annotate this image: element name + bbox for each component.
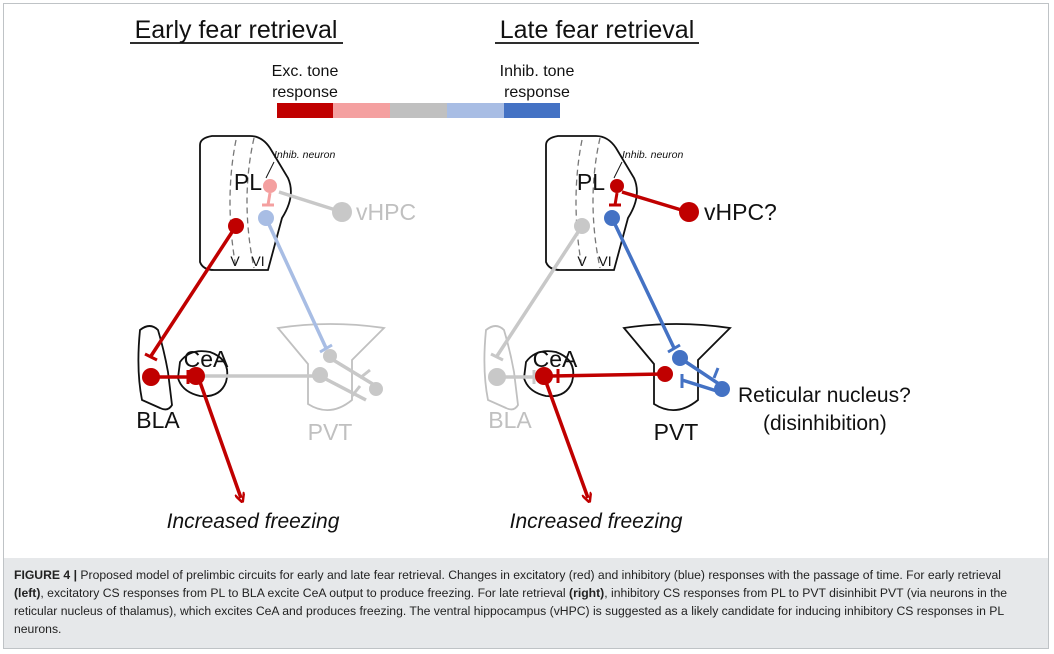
right-pl-to-pvt-synapse: [667, 343, 681, 354]
right-pl-layer-boundary-1: [575, 139, 583, 269]
left-inhib-neuron-label: Inhib. neuron: [274, 149, 335, 161]
right-reticular-to-pvt-connection: [681, 378, 721, 394]
caption-background: [4, 558, 1048, 648]
right-bla-neuron: [488, 368, 506, 386]
left-outcome-label: Increased freezing: [167, 510, 340, 533]
caption-text-1: Proposed model of prelimbic circuits for…: [77, 568, 1001, 582]
caption-right-emphasis: (right): [569, 586, 605, 600]
right-layer-vi-label: VI: [598, 253, 611, 269]
exc-label-line1: Exc. tone: [272, 63, 339, 80]
right-cea-neuron: [535, 367, 553, 385]
left-panel-title: Early fear retrieval: [135, 16, 338, 44]
left-pl-layer-v-neuron: [228, 218, 244, 234]
right-pvt-neuron: [672, 350, 688, 366]
right-inhib-neuron-axon: [613, 192, 619, 206]
left-pvt-region: [276, 323, 386, 411]
exc-label-line2: response: [272, 84, 338, 101]
right-panel: PL V VI Inhib. neuron BLA CeA PVT: [483, 135, 911, 533]
right-reticular-label-line1: Reticular nucleus?: [738, 384, 911, 407]
left-pl-layer-boundary-1: [229, 139, 237, 269]
right-inhib-neuron-pointer: [613, 161, 623, 179]
left-pl-to-bla-connection: [149, 225, 238, 357]
left-panel: PL V VI Inhib. neuron BLA CeA PVT vHPC: [136, 135, 416, 533]
left-reticular-synapse: [359, 368, 371, 380]
right-pl-inhib-neuron: [610, 179, 624, 193]
right-pvt-to-reticular-connection: [679, 356, 723, 388]
left-pvt-to-reticular-connection: [329, 356, 377, 388]
left-cea-neuron: [187, 367, 205, 385]
right-bla-label: BLA: [488, 407, 532, 433]
scale-segment-exc-strong: [277, 103, 333, 118]
left-pvt-neuron-2: [312, 367, 328, 383]
left-bla-label: BLA: [136, 407, 180, 433]
left-pl-layer-boundary-2: [246, 137, 255, 269]
left-pl-layer-vi-neuron: [258, 210, 274, 226]
right-pl-to-bla-connection: [495, 225, 584, 357]
right-pl-layer-v-neuron: [574, 218, 590, 234]
caption-text-3: , inhibitory CS responses from PL to PVT…: [14, 586, 1008, 636]
right-inhib-neuron-label: Inhib. neuron: [622, 149, 683, 161]
scale-segment-neutral: [390, 103, 447, 118]
right-layer-v-label: V: [577, 253, 587, 269]
left-freezing-arrow: [198, 381, 241, 498]
right-vhpc-label: vHPC?: [704, 199, 777, 225]
left-pl-to-pvt-connection: [264, 217, 328, 349]
left-pvt-neuron-1: [323, 349, 337, 363]
left-cea-label: CeA: [184, 346, 229, 372]
left-reticular-neuron: [369, 382, 383, 396]
right-pvt-label: PVT: [654, 419, 699, 445]
caption-figure-label: FIGURE 4 |: [14, 568, 78, 582]
left-bla-region: [137, 325, 173, 411]
right-pvt-output-neuron: [657, 366, 673, 382]
right-pl-layer-vi-neuron: [604, 210, 620, 226]
left-pvt-synapse: [350, 385, 362, 397]
scale-segment-inh-strong: [504, 103, 560, 118]
inh-label-line2: response: [504, 84, 570, 101]
right-reticular-neuron: [714, 381, 730, 397]
right-pl-label: PL: [577, 169, 605, 195]
right-outcome-label: Increased freezing: [510, 510, 683, 533]
right-reticular-synapse: [712, 367, 720, 379]
right-reticular-label-line2: (disinhibition): [763, 412, 887, 435]
figure-caption: FIGURE 4 | Proposed model of prelimbic c…: [14, 566, 1034, 638]
left-pvt-label: PVT: [308, 419, 353, 445]
left-inhib-neuron-axon: [266, 192, 272, 206]
response-color-scale: [277, 103, 560, 118]
right-panel-title: Late fear retrieval: [500, 16, 695, 44]
right-cea-label: CeA: [533, 346, 578, 372]
left-inhib-neuron-pointer: [265, 161, 275, 179]
left-pl-to-pvt-synapse: [319, 343, 333, 354]
right-vhpc-neuron: [679, 202, 699, 222]
left-layer-vi-label: VI: [251, 253, 264, 269]
right-cea-region: [523, 350, 575, 398]
left-vhpc-label: vHPC: [356, 199, 416, 225]
scale-segment-exc-weak: [333, 103, 390, 118]
left-reticular-to-pvt-connection: [319, 374, 367, 402]
caption-left-emphasis: (left): [14, 586, 41, 600]
left-vhpc-to-inhib-connection: [278, 190, 343, 214]
right-pl-to-pvt-connection: [610, 217, 676, 349]
right-vhpc-to-inhib-connection: [621, 190, 689, 214]
left-pl-label: PL: [234, 169, 262, 195]
left-pl-to-bla-synapse: [144, 352, 158, 362]
right-freezing-arrow: [544, 381, 588, 498]
right-pvt-to-cea-connection: [551, 372, 665, 378]
inh-label-line1: Inhib. tone: [500, 63, 575, 80]
left-layer-v-label: V: [230, 253, 240, 269]
caption-text-2: , excitatory CS responses from PL to BLA…: [40, 586, 570, 600]
right-bla-region: [483, 325, 519, 411]
left-cea-region: [177, 350, 229, 398]
left-pl-inhib-neuron: [263, 179, 277, 193]
right-pl-layer-boundary-2: [592, 137, 601, 269]
left-vhpc-neuron: [332, 202, 352, 222]
right-pvt-region: [622, 323, 732, 411]
left-bla-neuron: [142, 368, 160, 386]
scale-segment-inh-weak: [447, 103, 504, 118]
circuit-diagram: Early fear retrieval Late fear retrieval…: [130, 16, 911, 533]
right-pl-to-bla-synapse: [490, 352, 504, 362]
